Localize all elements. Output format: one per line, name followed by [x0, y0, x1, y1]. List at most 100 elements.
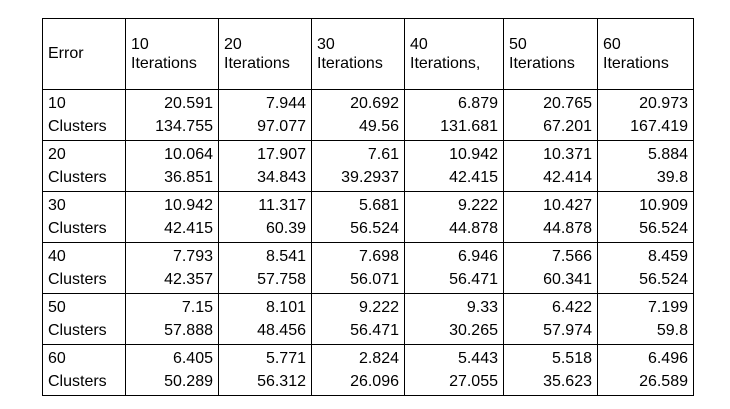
cell-value-bottom: 56.524 — [639, 220, 688, 237]
table-cell: 10.371 42.414 — [503, 140, 598, 192]
table-cell: 7.199 59.8 — [597, 293, 694, 345]
column-header: 60 Iterations — [597, 18, 694, 90]
column-header-number: 10 — [131, 35, 149, 53]
column-header-number: 50 — [509, 35, 527, 53]
cell-value-top: 6.879 — [457, 94, 498, 112]
row-header-number: 60 — [48, 349, 66, 367]
cell-value-top: 5.681 — [358, 196, 399, 214]
table-row: 40 Clusters 7.793 42.357 8.541 57.758 7.698 56.… — [42, 242, 694, 294]
cell-value-top: 9.33 — [466, 298, 498, 316]
cell-value-top: 5.884 — [647, 145, 688, 163]
cell-value-top: 6.422 — [551, 298, 592, 316]
cell-value-bottom: 42.414 — [543, 169, 592, 186]
row-header-number: 50 — [48, 298, 66, 316]
row-header-label: Clusters — [48, 169, 107, 186]
cell-value-bottom: 56.471 — [449, 271, 498, 288]
row-header-label: Clusters — [48, 220, 107, 237]
cell-value-top: 20.973 — [639, 94, 688, 112]
row-header: 60 Clusters — [42, 344, 126, 396]
column-header: 40 Iterations, — [404, 18, 504, 90]
column-header-number: 30 — [317, 35, 335, 53]
cell-value-top: 7.15 — [181, 298, 213, 316]
cell-value-top: 10.942 — [449, 145, 498, 163]
table-cell: 11.317 60.39 — [218, 191, 312, 243]
cell-value-top: 20.692 — [350, 94, 399, 112]
table-cell: 6.422 57.974 — [503, 293, 598, 345]
row-header-label: Clusters — [48, 118, 107, 135]
column-header-label: Iterations — [603, 55, 669, 72]
table-cell: 5.884 39.8 — [597, 140, 694, 192]
table-cell: 2.824 26.096 — [311, 344, 405, 396]
table-row: 30 Clusters 10.942 42.415 11.317 60.39 5.681 56… — [42, 191, 694, 243]
cell-value-top: 2.824 — [358, 349, 399, 367]
row-header-label: Clusters — [48, 322, 107, 339]
cell-value-bottom: 57.974 — [543, 322, 592, 339]
cell-value-top: 20.591 — [164, 94, 213, 112]
cell-value-bottom: 97.077 — [257, 118, 306, 135]
column-header: 10 Iterations — [125, 18, 219, 90]
cell-value-bottom: 49.56 — [358, 118, 399, 135]
table-cell: 8.101 48.456 — [218, 293, 312, 345]
cell-value-top: 8.541 — [265, 247, 306, 265]
cell-value-bottom: 39.8 — [656, 169, 688, 186]
table-cell: 6.405 50.289 — [125, 344, 219, 396]
cell-value-top: 6.946 — [457, 247, 498, 265]
cell-value-top: 5.443 — [457, 349, 498, 367]
table-cell: 7.944 97.077 — [218, 89, 312, 141]
cell-value-bottom: 56.524 — [350, 220, 399, 237]
cell-value-bottom: 56.524 — [639, 271, 688, 288]
cell-value-bottom: 30.265 — [449, 322, 498, 339]
table-row: 10 Clusters 20.591 134.755 7.944 97.077 20.692… — [42, 89, 694, 141]
cell-value-top: 20.765 — [543, 94, 592, 112]
cell-value-bottom: 57.888 — [164, 322, 213, 339]
column-header-label: Iterations, — [410, 55, 481, 72]
row-header-label: Clusters — [48, 271, 107, 288]
cell-value-bottom: 67.201 — [543, 118, 592, 135]
cell-value-bottom: 134.755 — [155, 118, 213, 135]
cell-value-bottom: 42.357 — [164, 271, 213, 288]
cell-value-bottom: 56.471 — [350, 322, 399, 339]
cell-value-top: 10.427 — [543, 196, 592, 214]
cell-value-bottom: 34.843 — [257, 169, 306, 186]
cell-value-bottom: 26.096 — [350, 373, 399, 390]
cell-value-bottom: 57.758 — [257, 271, 306, 288]
table-cell: 9.222 56.471 — [311, 293, 405, 345]
header-row: Error 10 Iterations 20 Iterations 30 Iterat… — [42, 18, 694, 90]
column-header-label: Iterations — [317, 55, 383, 72]
column-header-label: Iterations — [509, 55, 575, 72]
cell-value-bottom: 48.456 — [257, 322, 306, 339]
cell-value-bottom: 42.415 — [164, 220, 213, 237]
table-cell: 20.765 67.201 — [503, 89, 598, 141]
cell-value-top: 8.459 — [647, 247, 688, 265]
cell-value-top: 9.222 — [358, 298, 399, 316]
table-cell: 20.591 134.755 — [125, 89, 219, 141]
table-cell: 7.15 57.888 — [125, 293, 219, 345]
cell-value-top: 7.566 — [551, 247, 592, 265]
cell-value-top: 7.793 — [172, 247, 213, 265]
table-cell: 5.518 35.623 — [503, 344, 598, 396]
table-cell: 20.973 167.419 — [597, 89, 694, 141]
row-header: 40 Clusters — [42, 242, 126, 294]
table-row: 20 Clusters 10.064 36.851 17.907 34.843 7.61 39… — [42, 140, 694, 192]
cell-value-bottom: 39.2937 — [341, 169, 399, 186]
cell-value-top: 5.518 — [551, 349, 592, 367]
cell-value-bottom: 59.8 — [656, 322, 688, 339]
table-cell: 8.459 56.524 — [597, 242, 694, 294]
table-cell: 9.222 44.878 — [404, 191, 504, 243]
table-cell: 8.541 57.758 — [218, 242, 312, 294]
cell-value-top: 11.317 — [258, 196, 306, 214]
row-header: 10 Clusters — [42, 89, 126, 141]
table-cell: 5.443 27.055 — [404, 344, 504, 396]
table-cell: 10.064 36.851 — [125, 140, 219, 192]
cell-value-top: 9.222 — [457, 196, 498, 214]
table-body: 10 Clusters 20.591 134.755 7.944 97.077 20.692… — [42, 89, 694, 396]
table-cell: 10.942 42.415 — [125, 191, 219, 243]
cell-value-bottom: 42.415 — [449, 169, 498, 186]
table-cell: 10.427 44.878 — [503, 191, 598, 243]
cell-value-bottom: 131.681 — [440, 118, 498, 135]
cell-value-top: 8.101 — [265, 298, 306, 316]
table-cell: 6.879 131.681 — [404, 89, 504, 141]
row-header: 20 Clusters — [42, 140, 126, 192]
table-cell: 17.907 34.843 — [218, 140, 312, 192]
cell-value-top: 10.064 — [164, 145, 213, 163]
